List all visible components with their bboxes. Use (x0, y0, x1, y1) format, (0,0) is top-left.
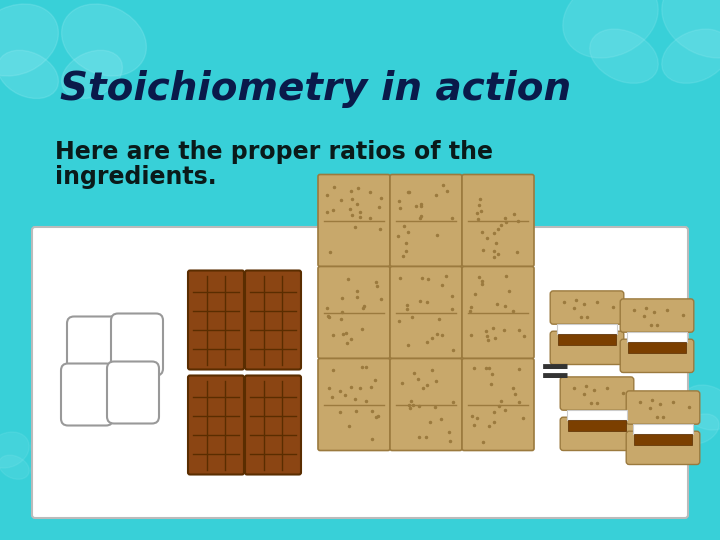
Ellipse shape (590, 29, 658, 83)
Text: ingredients.: ingredients. (55, 165, 217, 189)
Ellipse shape (662, 29, 720, 83)
Ellipse shape (0, 455, 30, 479)
FancyBboxPatch shape (626, 391, 700, 424)
FancyBboxPatch shape (188, 375, 244, 475)
Ellipse shape (681, 385, 720, 430)
FancyBboxPatch shape (111, 314, 163, 375)
FancyBboxPatch shape (390, 359, 462, 450)
FancyBboxPatch shape (245, 375, 301, 475)
Text: Stoichiometry in action: Stoichiometry in action (60, 70, 571, 108)
Bar (567, 410, 627, 420)
FancyBboxPatch shape (620, 339, 694, 373)
Bar (629, 342, 685, 353)
Bar (568, 420, 626, 430)
FancyBboxPatch shape (67, 316, 119, 379)
Ellipse shape (31, 432, 73, 468)
Ellipse shape (62, 4, 146, 76)
Text: Here are the proper ratios of the: Here are the proper ratios of the (55, 140, 493, 164)
FancyBboxPatch shape (620, 299, 694, 332)
Ellipse shape (550, 415, 618, 473)
FancyBboxPatch shape (61, 363, 113, 426)
Ellipse shape (563, 0, 658, 58)
FancyBboxPatch shape (560, 417, 634, 450)
Ellipse shape (662, 0, 720, 58)
FancyBboxPatch shape (390, 267, 462, 359)
FancyBboxPatch shape (462, 267, 534, 359)
Ellipse shape (61, 50, 122, 98)
Ellipse shape (31, 455, 61, 479)
Ellipse shape (621, 415, 690, 473)
Bar (633, 424, 693, 434)
FancyBboxPatch shape (188, 271, 244, 369)
Ellipse shape (0, 50, 58, 98)
FancyBboxPatch shape (245, 271, 301, 369)
FancyBboxPatch shape (462, 359, 534, 450)
FancyBboxPatch shape (550, 331, 624, 364)
FancyBboxPatch shape (318, 174, 390, 267)
Bar (626, 332, 688, 342)
FancyBboxPatch shape (390, 174, 462, 267)
Ellipse shape (681, 414, 719, 444)
Bar (634, 434, 692, 444)
Text: =: = (539, 354, 571, 391)
Bar (558, 334, 616, 345)
Ellipse shape (641, 414, 679, 444)
FancyBboxPatch shape (318, 359, 390, 450)
FancyBboxPatch shape (32, 227, 688, 518)
Ellipse shape (570, 452, 618, 491)
Bar (557, 324, 618, 334)
Ellipse shape (0, 4, 58, 76)
FancyBboxPatch shape (560, 377, 634, 410)
Ellipse shape (626, 385, 679, 430)
Ellipse shape (621, 452, 671, 491)
FancyBboxPatch shape (318, 267, 390, 359)
FancyBboxPatch shape (107, 361, 159, 423)
FancyBboxPatch shape (550, 291, 624, 324)
FancyBboxPatch shape (462, 174, 534, 267)
Ellipse shape (0, 432, 30, 468)
FancyBboxPatch shape (626, 431, 700, 464)
